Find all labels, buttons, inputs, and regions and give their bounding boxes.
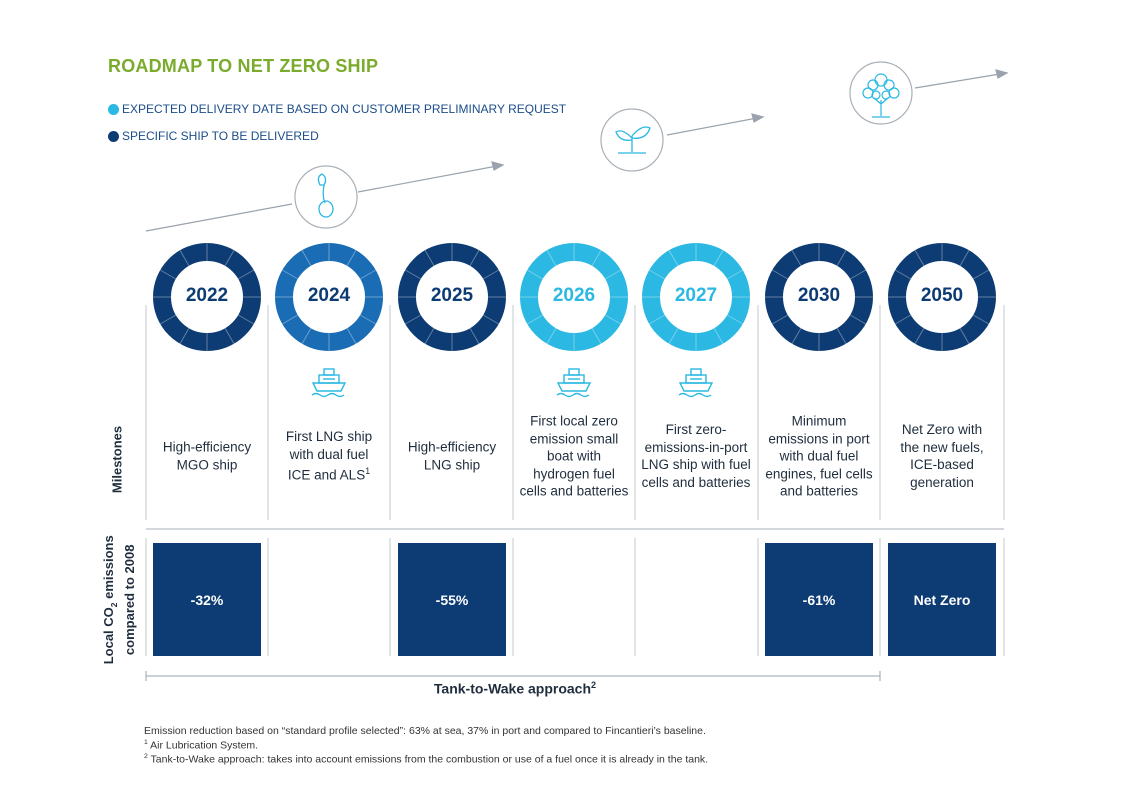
arrow-head-2 [751, 113, 765, 123]
arrow-segment-1 [145, 203, 293, 232]
year-rings [153, 243, 996, 351]
year-label-1: 2024 [307, 285, 351, 306]
tree-icon [849, 61, 913, 125]
year-ring-6 [888, 243, 996, 351]
year-ring-2 [398, 243, 506, 351]
footnote-1-mark: 1 [144, 739, 148, 746]
column-separators [145, 305, 1005, 656]
legend-item-specific: SPECIFIC SHIP TO BE DELIVERED [108, 129, 319, 143]
footnote-2: 2 Tank-to-Wake approach: takes into acco… [144, 753, 708, 766]
arrow-segment-2 [357, 165, 498, 193]
arrow-head-3 [995, 69, 1009, 79]
footnote-main: Emission reduction based on “standard pr… [144, 725, 706, 737]
year-ring-1 [275, 243, 383, 351]
emission-box-6: Net Zero [888, 543, 996, 656]
milestone-description: High-efficiency MGO ship [162, 439, 252, 473]
footnote-2-mark: 2 [144, 753, 148, 760]
ship-icon [556, 368, 592, 398]
milestone-footnote-mark: 1 [365, 466, 371, 476]
legend-dot-light [108, 103, 119, 115]
arrow-head-1 [491, 161, 505, 171]
year-label-2: 2025 [430, 285, 474, 306]
row-label-milestones: Milestones [109, 425, 125, 494]
milestone-text-3: First local zero emission small boat wit… [518, 412, 630, 500]
milestone-text-4: First zero-emissions-in-port LNG ship wi… [640, 421, 752, 491]
tank-to-wake-bracket [145, 671, 881, 681]
row-label-emissions: Local CO2 emissions compared to 2008 [101, 535, 137, 665]
milestone-text-0: High-efficiency MGO ship [157, 439, 257, 474]
page-title: ROADMAP TO NET ZERO SHIP [108, 56, 379, 76]
sprout-icon [294, 165, 358, 229]
emissions-label-post: emissions [101, 535, 117, 603]
milestone-text-2: High-efficiency LNG ship [402, 439, 502, 474]
approach-label: Tank-to-Wake approach [433, 680, 592, 697]
year-label-6: 2050 [920, 285, 964, 306]
year-label-3: 2026 [552, 285, 596, 306]
approach-sup: 2 [591, 680, 597, 690]
year-ring-3 [520, 243, 628, 351]
arrow-segment-3 [666, 117, 758, 136]
emission-box-0: -32% [153, 543, 261, 656]
footnote-1-text: Air Lubrication System. [147, 739, 259, 752]
milestone-text-1: First LNG ship with dual fuel ICE and AL… [279, 428, 379, 484]
emission-box-5: -61% [765, 543, 873, 656]
ship-icons [311, 368, 714, 398]
legend-dot-dark [108, 130, 119, 142]
footnote-1: 1 Air Lubrication System. [144, 739, 258, 752]
year-label-0: 2022 [185, 285, 229, 306]
milestone-description: First local zero emission small boat wit… [519, 413, 629, 499]
milestone-text-6: Net Zero with the new fuels, ICE-based g… [892, 421, 992, 491]
emissions-label-sub: 2 [108, 602, 119, 608]
milestone-description: Net Zero with the new fuels, ICE-based g… [900, 422, 984, 490]
ship-icon [678, 368, 714, 398]
milestone-description: Minimum emissions in port with dual fuel… [765, 413, 873, 499]
year-ring-5 [765, 243, 873, 351]
emissions-label-line2: compared to 2008 [121, 544, 137, 656]
milestone-text-5: Minimum emissions in port with dual fuel… [764, 412, 874, 500]
legend-label-expected: EXPECTED DELIVERY DATE BASED ON CUSTOMER… [122, 102, 567, 116]
legend-label-specific: SPECIFIC SHIP TO BE DELIVERED [122, 129, 319, 143]
tank-to-wake-label: Tank-to-Wake approach2 [380, 680, 650, 697]
ship-icon [311, 368, 347, 398]
milestone-description: High-efficiency LNG ship [407, 439, 497, 473]
year-ring-4 [642, 243, 750, 351]
year-label-5: 2030 [797, 285, 841, 306]
milestone-description: First LNG ship with dual fuel ICE and AL… [285, 429, 373, 483]
footnote-2-text: Tank-to-Wake approach: takes into accoun… [147, 753, 709, 766]
emission-box-2: -55% [398, 543, 506, 656]
year-ring-0 [153, 243, 261, 351]
arrow-segment-4 [914, 73, 1001, 89]
year-label-4: 2027 [674, 285, 718, 306]
legend-item-expected: EXPECTED DELIVERY DATE BASED ON CUSTOMER… [108, 102, 566, 116]
seedling-icon [600, 108, 664, 172]
progress-arrows [145, 69, 1009, 232]
milestone-description: First zero-emissions-in-port LNG ship wi… [641, 422, 751, 490]
emissions-label-pre: Local CO [101, 607, 117, 665]
